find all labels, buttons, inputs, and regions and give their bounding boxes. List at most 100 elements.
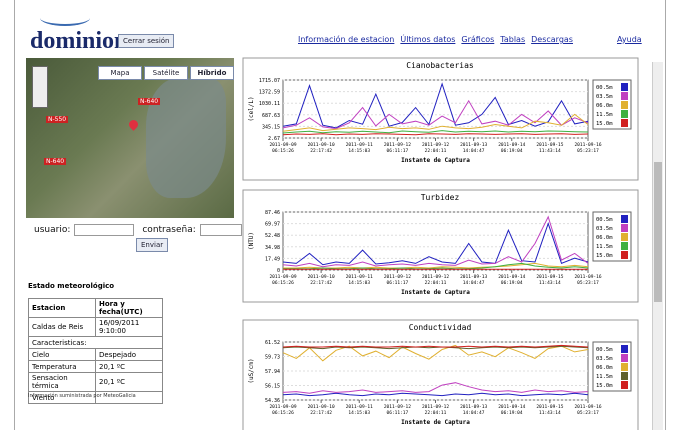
x-tick-label: 2011-09-13 xyxy=(460,404,487,410)
legend-label: 03.5m xyxy=(596,226,613,232)
x-tick-label: 2011-09-10 xyxy=(308,142,335,148)
y-tick-label: 34.98 xyxy=(265,245,280,251)
x-axis-label: Instante de Captura xyxy=(401,157,470,164)
y-tick-label: 56.15 xyxy=(265,384,280,390)
x-tick-label: 2011-09-16 xyxy=(574,274,601,280)
x-tick-label: 14:15:03 xyxy=(348,410,370,416)
x-tick-label: 2011-09-10 xyxy=(308,404,335,410)
legend-label: 11.5m xyxy=(596,244,613,250)
x-tick-label: 2011-09-16 xyxy=(574,404,601,410)
legend-swatch xyxy=(621,242,628,250)
page: dominion Cerrar sesión Información de es… xyxy=(0,0,677,430)
y-tick-label: 69.97 xyxy=(265,222,280,228)
legend-swatch xyxy=(621,101,628,109)
x-tick-label: 05:23:17 xyxy=(577,410,599,416)
legend-swatch xyxy=(621,251,628,259)
x-tick-label: 05:23:17 xyxy=(577,148,599,154)
x-tick-label: 14:04:47 xyxy=(463,280,485,286)
x-tick-label: 06:15:26 xyxy=(272,148,294,154)
x-tick-label: 2011-09-12 xyxy=(384,142,411,148)
x-axis-label: Instante de Captura xyxy=(401,419,470,426)
legend-label: 06.0m xyxy=(596,235,613,241)
x-tick-label: 2011-09-12 xyxy=(422,274,449,280)
x-tick-label: 11:43:14 xyxy=(539,410,561,416)
x-tick-label: 05:23:17 xyxy=(577,280,599,286)
y-tick-label: 52.48 xyxy=(265,233,280,239)
legend-swatch xyxy=(621,83,628,91)
y-tick-label: 2.67 xyxy=(268,136,280,142)
x-tick-label: 2011-09-09 xyxy=(269,274,296,280)
y-axis-label: (uS/cm) xyxy=(248,358,255,383)
y-tick-label: 687.63 xyxy=(262,113,280,119)
legend-label: 11.5m xyxy=(596,374,613,380)
x-tick-label: 14:15:03 xyxy=(348,148,370,154)
x-tick-label: 06:19:04 xyxy=(501,410,523,416)
legend-label: 06.0m xyxy=(596,103,613,109)
y-axis-label: (NTU) xyxy=(248,232,255,250)
x-tick-label: 2011-09-09 xyxy=(269,404,296,410)
y-tick-label: 1372.59 xyxy=(259,90,280,96)
x-tick-label: 22:17:42 xyxy=(310,280,332,286)
y-tick-label: 87.46 xyxy=(265,210,280,216)
legend-swatch xyxy=(621,215,628,223)
legend-swatch xyxy=(621,354,628,362)
legend-label: 00.5m xyxy=(596,217,613,223)
chart-title: Conductividad xyxy=(409,323,472,332)
x-tick-label: 06:15:26 xyxy=(272,280,294,286)
x-tick-label: 22:04:11 xyxy=(425,410,447,416)
x-tick-label: 22:17:42 xyxy=(310,410,332,416)
x-tick-label: 2011-09-14 xyxy=(498,404,525,410)
x-tick-label: 2011-09-12 xyxy=(422,142,449,148)
legend-swatch xyxy=(621,224,628,232)
charts: Cianobacterias2.67345.15687.631030.11137… xyxy=(0,0,677,430)
y-tick-label: 1030.11 xyxy=(259,101,280,107)
legend-label: 15.0m xyxy=(596,121,613,127)
legend-label: 15.0m xyxy=(596,383,613,389)
x-axis-label: Instante de Captura xyxy=(401,289,470,296)
legend-label: 11.5m xyxy=(596,112,613,118)
x-tick-label: 2011-09-14 xyxy=(498,274,525,280)
x-tick-label: 22:17:42 xyxy=(310,148,332,154)
y-tick-label: 345.15 xyxy=(262,124,280,130)
y-tick-label: 0 xyxy=(277,268,280,274)
y-tick-label: 57.94 xyxy=(265,369,280,375)
x-tick-label: 2011-09-12 xyxy=(384,274,411,280)
y-tick-label: 59.73 xyxy=(265,355,280,361)
x-tick-label: 06:11:17 xyxy=(387,148,409,154)
legend-label: 00.5m xyxy=(596,347,613,353)
x-tick-label: 06:19:04 xyxy=(501,280,523,286)
x-tick-label: 2011-09-14 xyxy=(498,142,525,148)
x-tick-label: 06:11:17 xyxy=(387,280,409,286)
y-tick-label: 1715.07 xyxy=(259,78,280,84)
legend-swatch xyxy=(621,381,628,389)
y-tick-label: 17.49 xyxy=(265,256,280,262)
x-tick-label: 2011-09-10 xyxy=(308,274,335,280)
legend-swatch xyxy=(621,119,628,127)
legend-label: 00.5m xyxy=(596,85,613,91)
x-tick-label: 22:04:11 xyxy=(425,280,447,286)
plot-area xyxy=(283,80,588,138)
x-tick-label: 2011-09-09 xyxy=(269,142,296,148)
legend-swatch xyxy=(621,233,628,241)
legend-swatch xyxy=(621,363,628,371)
x-tick-label: 14:15:03 xyxy=(348,280,370,286)
x-tick-label: 2011-09-11 xyxy=(346,404,373,410)
legend-swatch xyxy=(621,372,628,380)
legend-swatch xyxy=(621,345,628,353)
x-tick-label: 2011-09-13 xyxy=(460,274,487,280)
x-tick-label: 14:04:47 xyxy=(463,148,485,154)
x-tick-label: 11:43:14 xyxy=(539,148,561,154)
x-tick-label: 2011-09-15 xyxy=(536,142,563,148)
x-tick-label: 06:19:04 xyxy=(501,148,523,154)
y-axis-label: (cel/L) xyxy=(248,96,255,121)
legend-label: 03.5m xyxy=(596,94,613,100)
y-tick-label: 54.36 xyxy=(265,398,280,404)
legend-label: 06.0m xyxy=(596,365,613,371)
chart-title: Turbidez xyxy=(421,193,460,202)
x-tick-label: 2011-09-11 xyxy=(346,142,373,148)
x-tick-label: 2011-09-15 xyxy=(536,404,563,410)
x-tick-label: 22:04:11 xyxy=(425,148,447,154)
x-tick-label: 2011-09-15 xyxy=(536,274,563,280)
x-tick-label: 14:04:47 xyxy=(463,410,485,416)
legend-label: 15.0m xyxy=(596,253,613,259)
